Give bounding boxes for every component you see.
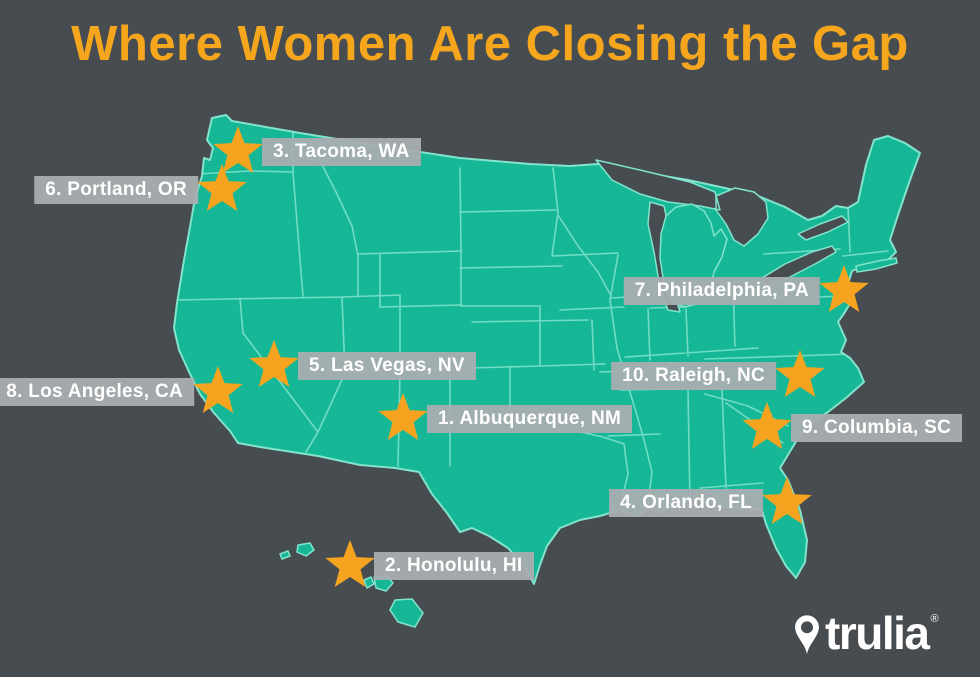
city-label: 10. Raleigh, NC [611,362,776,390]
city-star-icon [742,402,792,449]
city-label: 2. Honolulu, HI [374,552,534,580]
city-label: 1. Albuquerque, NM [427,405,633,433]
registered-trademark-symbol: ® [930,613,939,625]
map-pin-icon [795,615,819,654]
city-star-icon [213,126,263,173]
city-star-icon [193,366,243,413]
city-label: 6. Portland, OR [34,176,198,204]
city-star-icon [197,164,247,211]
city-star-icon [762,477,812,524]
city-label: 5. Las Vegas, NV [298,352,476,380]
hawaii-islands [279,542,424,628]
city-star-icon [819,265,869,312]
city-label: 8. Los Angeles, CA [0,378,194,406]
city-label: 7. Philadelphia, PA [623,277,820,305]
city-star-icon [775,350,825,397]
city-label: 3. Tacoma, WA [262,138,421,166]
city-label: 4. Orlando, FL [609,489,763,517]
great-lakes [595,159,849,313]
city-label: 9. Columbia, SC [791,414,963,442]
city-star-icon [249,340,299,387]
city-star-icon [378,393,428,440]
trulia-wordmark: trulia [825,607,930,659]
trulia-logo: trulia ® [794,610,939,659]
long-island-shape [855,257,898,273]
city-star-icon [325,540,375,587]
page-title: Where Women Are Closing the Gap [71,17,909,71]
